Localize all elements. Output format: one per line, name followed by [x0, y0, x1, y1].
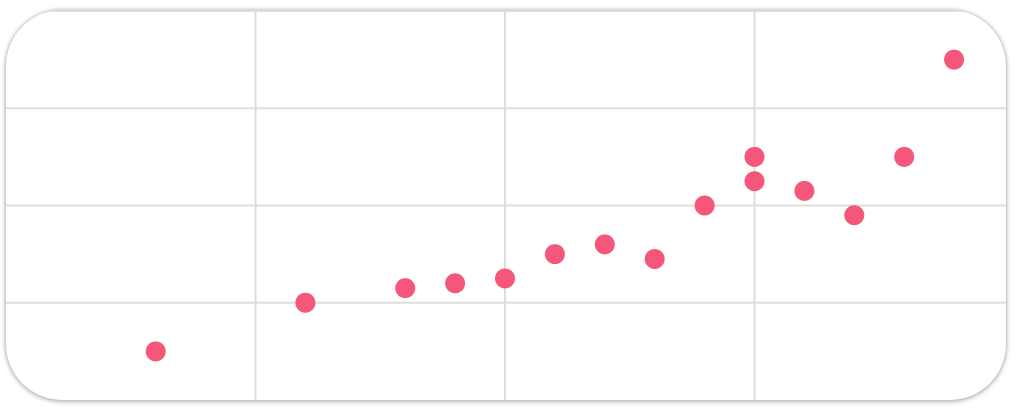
data-point: [495, 268, 515, 289]
data-point: [445, 273, 466, 294]
data-point: [644, 248, 665, 269]
data-point: [794, 180, 815, 201]
data-point: [894, 146, 915, 167]
data-point: [744, 146, 765, 167]
data-point: [944, 49, 965, 70]
data-point: [744, 171, 765, 192]
data-point: [145, 341, 166, 362]
data-point: [295, 292, 316, 313]
data-point: [395, 278, 416, 299]
data-point: [594, 234, 615, 255]
data-point: [694, 195, 715, 216]
data-point: [844, 205, 865, 226]
chart-card: [6, 10, 1006, 400]
scatter-plot: [6, 10, 1006, 400]
data-point: [544, 244, 565, 265]
data-points: [145, 49, 965, 362]
grid-lines: [6, 10, 1006, 400]
